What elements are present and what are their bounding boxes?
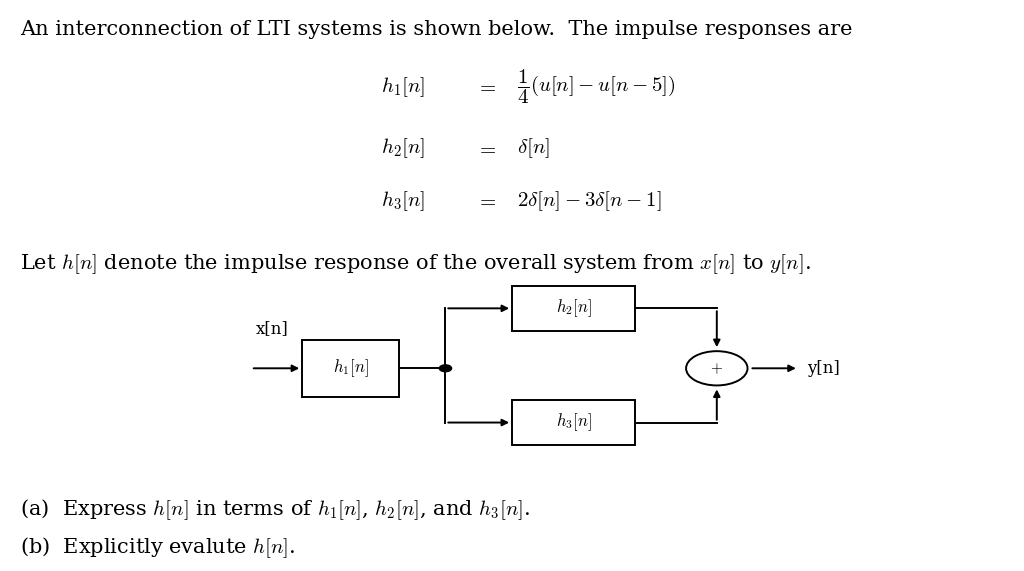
Text: $\dfrac{1}{4}(u[n] - u[n-5])$: $\dfrac{1}{4}(u[n] - u[n-5])$ <box>517 67 676 106</box>
Bar <box>302 340 399 397</box>
Text: $h_3[n]$: $h_3[n]$ <box>381 189 425 213</box>
Text: $\delta[n]$: $\delta[n]$ <box>517 136 550 160</box>
Text: x[n]: x[n] <box>256 320 289 337</box>
Bar <box>512 400 635 445</box>
Circle shape <box>686 351 748 385</box>
Text: $h_2[n]$: $h_2[n]$ <box>556 297 591 319</box>
Text: $+$: $+$ <box>711 361 723 376</box>
Text: $=$: $=$ <box>476 191 497 211</box>
Text: $h_2[n]$: $h_2[n]$ <box>381 136 425 160</box>
Bar <box>512 286 635 331</box>
Text: $=$: $=$ <box>476 77 497 96</box>
Text: (b)  Explicitly evalute $h[n]$.: (b) Explicitly evalute $h[n]$. <box>20 536 296 560</box>
Circle shape <box>439 365 452 372</box>
Text: $h_1[n]$: $h_1[n]$ <box>381 75 425 99</box>
Text: $h_3[n]$: $h_3[n]$ <box>556 412 591 433</box>
Text: Let $h[n]$ denote the impulse response of the overall system from $x[n]$ to $y[n: Let $h[n]$ denote the impulse response o… <box>20 252 811 276</box>
Text: $=$: $=$ <box>476 139 497 158</box>
Text: y[n]: y[n] <box>807 360 840 377</box>
Text: $2\delta[n] - 3\delta[n-1]$: $2\delta[n] - 3\delta[n-1]$ <box>517 189 662 213</box>
Text: An interconnection of LTI systems is shown below.  The impulse responses are: An interconnection of LTI systems is sho… <box>20 20 853 39</box>
Text: $h_1[n]$: $h_1[n]$ <box>333 357 369 379</box>
Text: (a)  Express $h[n]$ in terms of $h_1[n]$, $h_2[n]$, and $h_3[n]$.: (a) Express $h[n]$ in terms of $h_1[n]$,… <box>20 497 530 521</box>
